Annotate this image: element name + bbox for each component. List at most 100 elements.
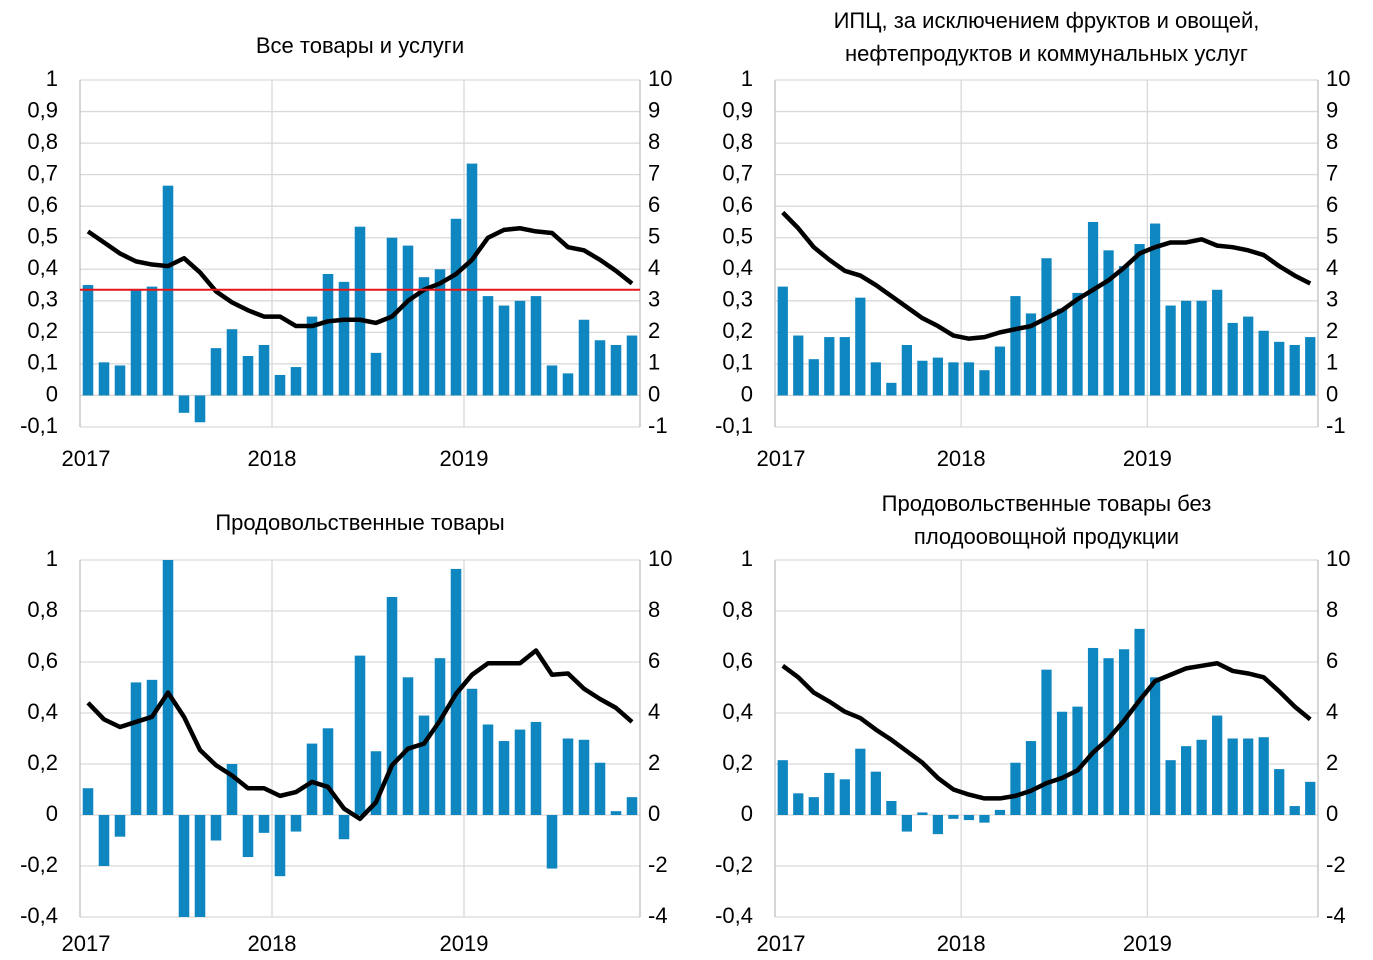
bar xyxy=(963,362,975,396)
bar xyxy=(578,739,590,815)
bar xyxy=(498,741,510,815)
bar xyxy=(322,728,334,815)
bar xyxy=(162,560,174,815)
bar xyxy=(777,286,788,396)
y-tick-label: 0,8 xyxy=(27,597,58,622)
bar xyxy=(1305,337,1316,396)
y-tick-label: 0,4 xyxy=(27,699,58,724)
bar xyxy=(418,715,430,815)
y-tick-label: 0,6 xyxy=(27,192,58,217)
bar xyxy=(482,724,494,815)
y-tick-label: 0 xyxy=(741,801,753,826)
x-tick-label: 2019 xyxy=(440,446,489,471)
y2-tick-label: 6 xyxy=(648,648,660,673)
bar xyxy=(626,797,638,815)
x-tick-label: 2018 xyxy=(248,446,297,471)
bar xyxy=(1274,769,1285,815)
bar xyxy=(855,748,866,815)
bar xyxy=(1134,244,1145,396)
bar xyxy=(1227,322,1238,396)
bar xyxy=(98,362,110,396)
bar xyxy=(1258,330,1269,396)
bar xyxy=(338,815,350,840)
bar xyxy=(322,274,334,396)
bar xyxy=(274,815,286,877)
bar xyxy=(514,300,526,396)
bar xyxy=(306,316,318,396)
y-tick-label: 0,6 xyxy=(722,192,753,217)
y2-tick-label: 10 xyxy=(648,66,672,91)
y2-tick-label: 5 xyxy=(1326,224,1338,249)
bar xyxy=(194,395,206,423)
bar xyxy=(1243,738,1254,815)
y-tick-label: -0,2 xyxy=(20,852,58,877)
y2-tick-label: -2 xyxy=(648,852,668,877)
x-tick-label: 2019 xyxy=(440,931,489,956)
bar xyxy=(1087,647,1099,815)
y2-tick-label: 1 xyxy=(648,350,660,375)
y-tick-label: 0 xyxy=(46,381,58,406)
bar xyxy=(594,340,606,396)
y-tick-label: 0,1 xyxy=(722,350,753,375)
bar xyxy=(130,289,142,396)
bar xyxy=(1289,344,1300,396)
bar xyxy=(178,395,190,413)
y-tick-label: 0,5 xyxy=(722,224,753,249)
panel: Продовольственные товары без плодоовощной… xyxy=(715,491,1350,956)
bar xyxy=(194,815,206,917)
bar xyxy=(1165,305,1176,396)
bar xyxy=(450,218,462,396)
y-tick-label: 0,3 xyxy=(27,287,58,312)
bar xyxy=(562,373,574,396)
bar xyxy=(901,815,912,832)
y2-tick-label: 0 xyxy=(1326,381,1338,406)
y-tick-label: 0,6 xyxy=(722,648,753,673)
bar xyxy=(1010,296,1021,396)
bar xyxy=(1212,715,1223,815)
bar xyxy=(1134,628,1145,815)
bar xyxy=(290,367,302,396)
chart-title: ИПЦ, за исключением фруктов и овощей, xyxy=(834,8,1260,33)
bar xyxy=(402,677,414,815)
bar xyxy=(1072,706,1083,815)
bar xyxy=(824,337,835,396)
y2-tick-label: 0 xyxy=(648,381,660,406)
y2-tick-label: 4 xyxy=(648,699,660,724)
bar xyxy=(594,762,606,815)
y2-tick-label: 7 xyxy=(648,160,660,185)
y2-tick-label: 6 xyxy=(1326,192,1338,217)
bar xyxy=(610,811,622,815)
y-tick-label: 0,9 xyxy=(27,97,58,122)
y2-tick-label: 8 xyxy=(1326,129,1338,154)
bar xyxy=(901,344,912,396)
line xyxy=(86,648,634,822)
y2-tick-label: -1 xyxy=(648,413,668,438)
y2-tick-label: -1 xyxy=(1326,413,1346,438)
bar xyxy=(546,815,558,869)
bar xyxy=(370,352,382,396)
bar xyxy=(870,771,881,815)
y-tick-label: -0,4 xyxy=(20,903,58,928)
bar xyxy=(839,779,850,815)
y-tick-label: 0,8 xyxy=(27,129,58,154)
bar xyxy=(1025,741,1037,815)
chart-title: плодоовощной продукции xyxy=(914,524,1179,549)
y2-tick-label: 1 xyxy=(1326,350,1338,375)
y2-tick-label: 8 xyxy=(648,129,660,154)
bar xyxy=(994,809,1006,815)
y-tick-label: 1 xyxy=(46,546,58,571)
bar xyxy=(1274,341,1285,396)
bars xyxy=(777,221,1316,396)
chart-title: Продовольственные товары без xyxy=(882,491,1212,516)
y2-tick-label: 2 xyxy=(648,318,660,343)
bar xyxy=(808,797,819,815)
bar xyxy=(1212,289,1223,396)
y-tick-label: 0,4 xyxy=(722,255,753,280)
bars xyxy=(777,628,1316,835)
bar xyxy=(1056,711,1068,815)
bar xyxy=(114,815,126,837)
y-tick-label: 0,8 xyxy=(722,129,753,154)
bar xyxy=(146,679,158,815)
bar xyxy=(82,788,94,815)
